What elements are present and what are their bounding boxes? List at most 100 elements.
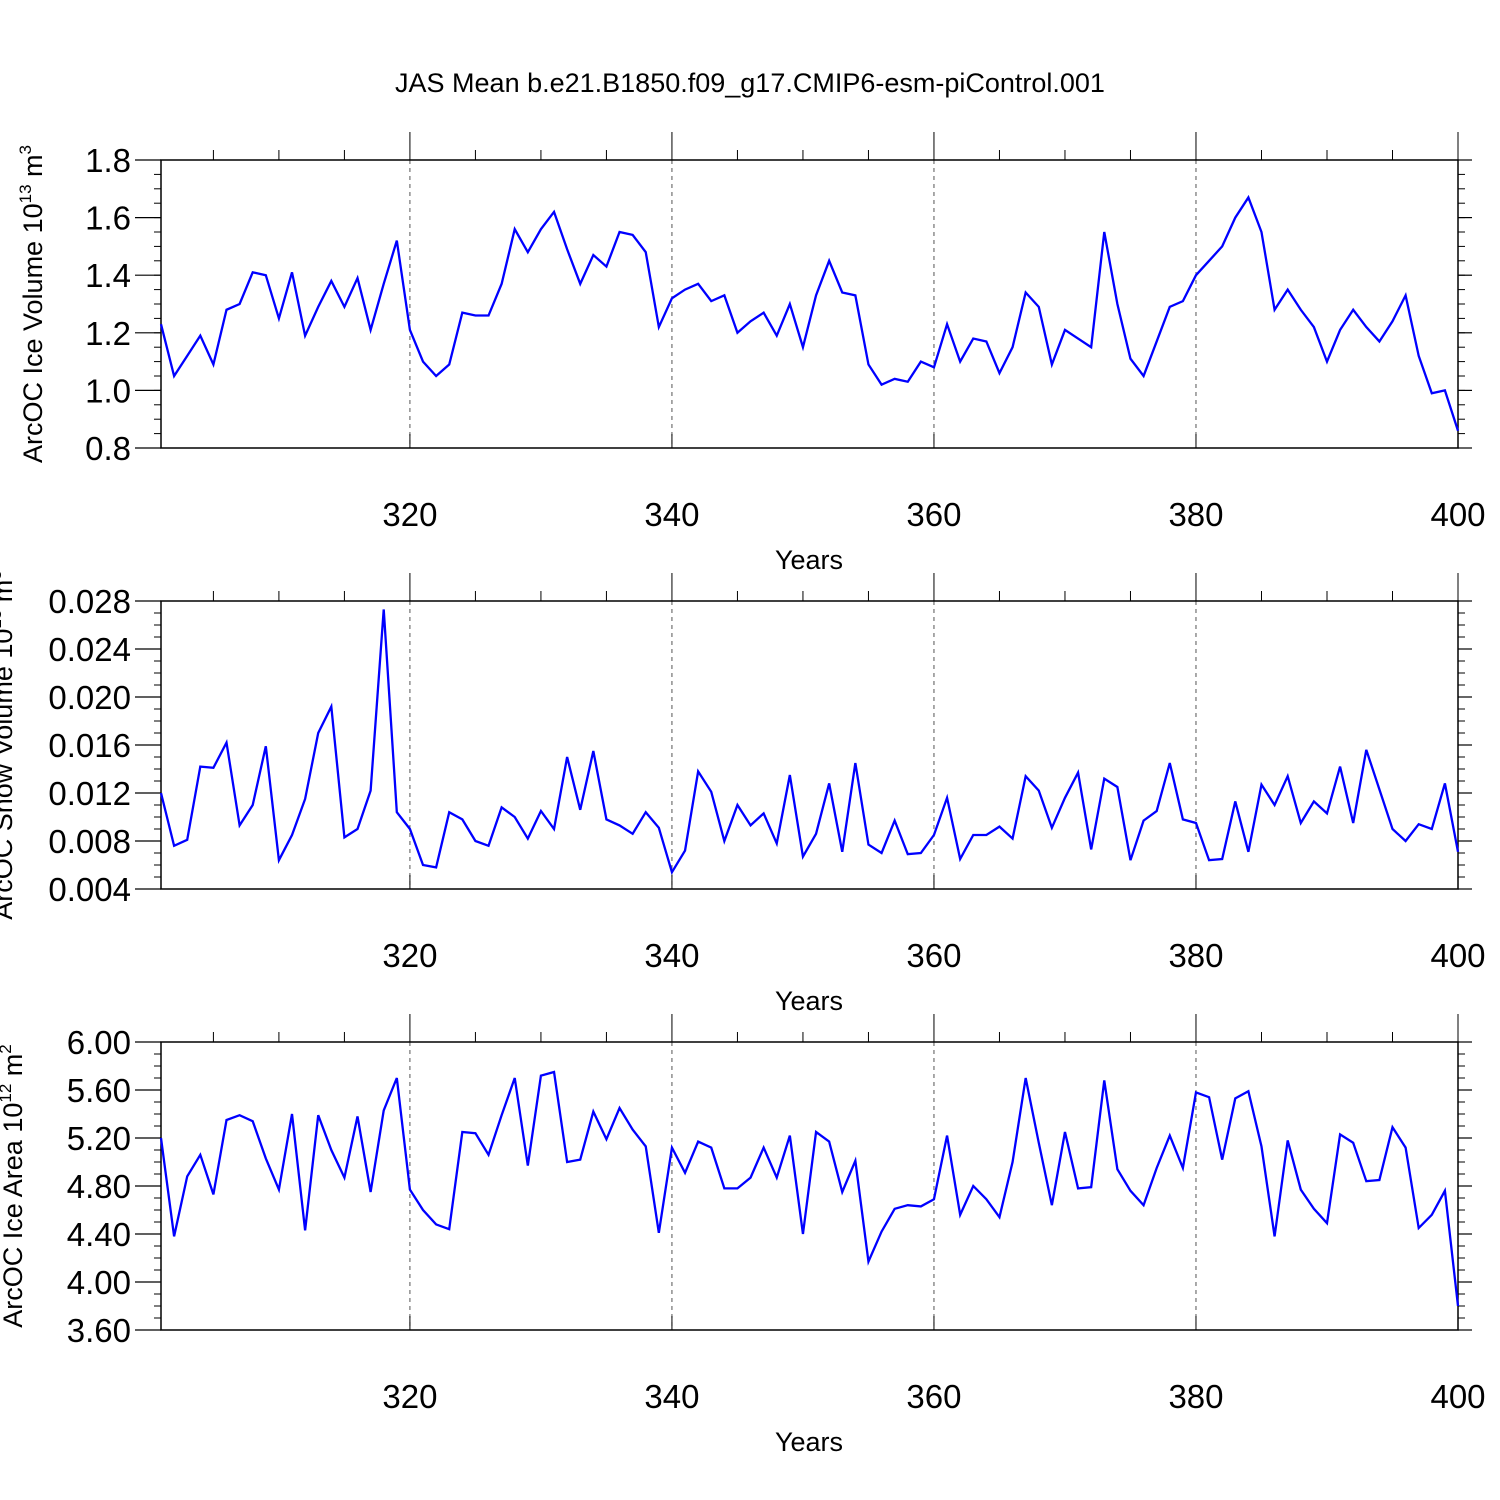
data-point bbox=[619, 825, 620, 826]
data-point bbox=[1366, 326, 1367, 327]
data-point bbox=[409, 329, 410, 330]
data-point bbox=[265, 1158, 266, 1159]
data-point bbox=[475, 1133, 476, 1134]
data-point bbox=[1143, 820, 1144, 821]
data-point bbox=[475, 840, 476, 841]
data-point bbox=[1130, 1190, 1131, 1191]
x-tick-label: 320 bbox=[382, 496, 437, 533]
data-point bbox=[1313, 326, 1314, 327]
data-point bbox=[475, 315, 476, 316]
data-point bbox=[501, 1115, 502, 1116]
data-point bbox=[1248, 197, 1249, 198]
data-point bbox=[396, 812, 397, 813]
data-point bbox=[658, 827, 659, 828]
y-tick-label: 0.008 bbox=[48, 823, 131, 860]
data-point bbox=[1038, 790, 1039, 791]
data-point bbox=[305, 1230, 306, 1231]
data-point bbox=[1104, 778, 1105, 779]
data-point bbox=[907, 1205, 908, 1206]
panel-snow-volume: ArcOC Snow Volume 1013 m3 Years 0.004 0.0… bbox=[0, 570, 1486, 1016]
data-point bbox=[1182, 819, 1183, 820]
data-point bbox=[436, 867, 437, 868]
data-point bbox=[711, 301, 712, 302]
data-point bbox=[960, 1214, 961, 1215]
data-point bbox=[514, 1077, 515, 1078]
y-axis-title-unit: m bbox=[0, 1054, 28, 1084]
data-point bbox=[527, 252, 528, 253]
data-point bbox=[1169, 762, 1170, 763]
data-point bbox=[842, 851, 843, 852]
data-point bbox=[776, 1177, 777, 1178]
data-point bbox=[632, 833, 633, 834]
data-point bbox=[1457, 1305, 1458, 1306]
data-point bbox=[1064, 797, 1065, 798]
data-point bbox=[265, 275, 266, 276]
data-point bbox=[698, 771, 699, 772]
data-point bbox=[1064, 329, 1065, 330]
data-point bbox=[698, 283, 699, 284]
data-point bbox=[999, 826, 1000, 827]
data-point bbox=[1208, 860, 1209, 861]
y-tick-label: 0.028 bbox=[48, 583, 131, 620]
data-point bbox=[1038, 1142, 1039, 1143]
data-point bbox=[318, 306, 319, 307]
data-point bbox=[763, 312, 764, 313]
data-point bbox=[1117, 1169, 1118, 1170]
panel-ice-volume: ArcOC Ice Volume 1013 m3 Years 0.8 1.0 1.2… bbox=[16, 132, 1486, 575]
data-point bbox=[1392, 828, 1393, 829]
data-point bbox=[278, 318, 279, 319]
data-point bbox=[1379, 1179, 1380, 1180]
data-point bbox=[645, 812, 646, 813]
data-point bbox=[1051, 1205, 1052, 1206]
data-point bbox=[370, 1191, 371, 1192]
data-point bbox=[684, 850, 685, 851]
data-point bbox=[278, 1189, 279, 1190]
data-point bbox=[724, 295, 725, 296]
data-point bbox=[1208, 260, 1209, 261]
data-point bbox=[331, 280, 332, 281]
data-point bbox=[1143, 1205, 1144, 1206]
x-tick-label: 320 bbox=[382, 937, 437, 974]
data-point bbox=[553, 211, 554, 212]
data-line bbox=[159, 1070, 1460, 1307]
data-point bbox=[1353, 309, 1354, 310]
data-point bbox=[619, 1107, 620, 1108]
data-point bbox=[396, 240, 397, 241]
data-point bbox=[1235, 217, 1236, 218]
data-line bbox=[159, 609, 1460, 876]
data-point bbox=[1339, 766, 1340, 767]
y-tick-label: 5.60 bbox=[67, 1072, 131, 1109]
data-point bbox=[1117, 786, 1118, 787]
data-point bbox=[540, 810, 541, 811]
x-tick-label: 400 bbox=[1430, 496, 1485, 533]
data-point bbox=[1038, 306, 1039, 307]
data-point bbox=[1287, 776, 1288, 777]
data-point bbox=[488, 1154, 489, 1155]
data-point bbox=[1418, 824, 1419, 825]
data-point bbox=[1130, 860, 1131, 861]
data-point bbox=[187, 1176, 188, 1177]
y-axis-title-exponent: 13 bbox=[16, 184, 35, 203]
data-point bbox=[1012, 1161, 1013, 1162]
data-point bbox=[973, 338, 974, 339]
data-point bbox=[1169, 1135, 1170, 1136]
data-point bbox=[449, 812, 450, 813]
y-axis-title-text: ArcOC Ice Area 10 bbox=[0, 1103, 28, 1328]
data-point bbox=[1077, 338, 1078, 339]
data-point bbox=[422, 1209, 423, 1210]
data-point bbox=[815, 833, 816, 834]
data-point bbox=[344, 837, 345, 838]
data-point bbox=[1130, 358, 1131, 359]
data-point bbox=[1156, 1167, 1157, 1168]
data-point bbox=[436, 375, 437, 376]
y-tick-label: 0.016 bbox=[48, 727, 131, 764]
data-point bbox=[1248, 851, 1249, 852]
data-point bbox=[462, 312, 463, 313]
data-point bbox=[1326, 361, 1327, 362]
data-point bbox=[1300, 822, 1301, 823]
data-point bbox=[933, 367, 934, 368]
data-point bbox=[1379, 341, 1380, 342]
data-point bbox=[684, 1172, 685, 1173]
data-point bbox=[383, 1110, 384, 1111]
data-point bbox=[540, 1075, 541, 1076]
